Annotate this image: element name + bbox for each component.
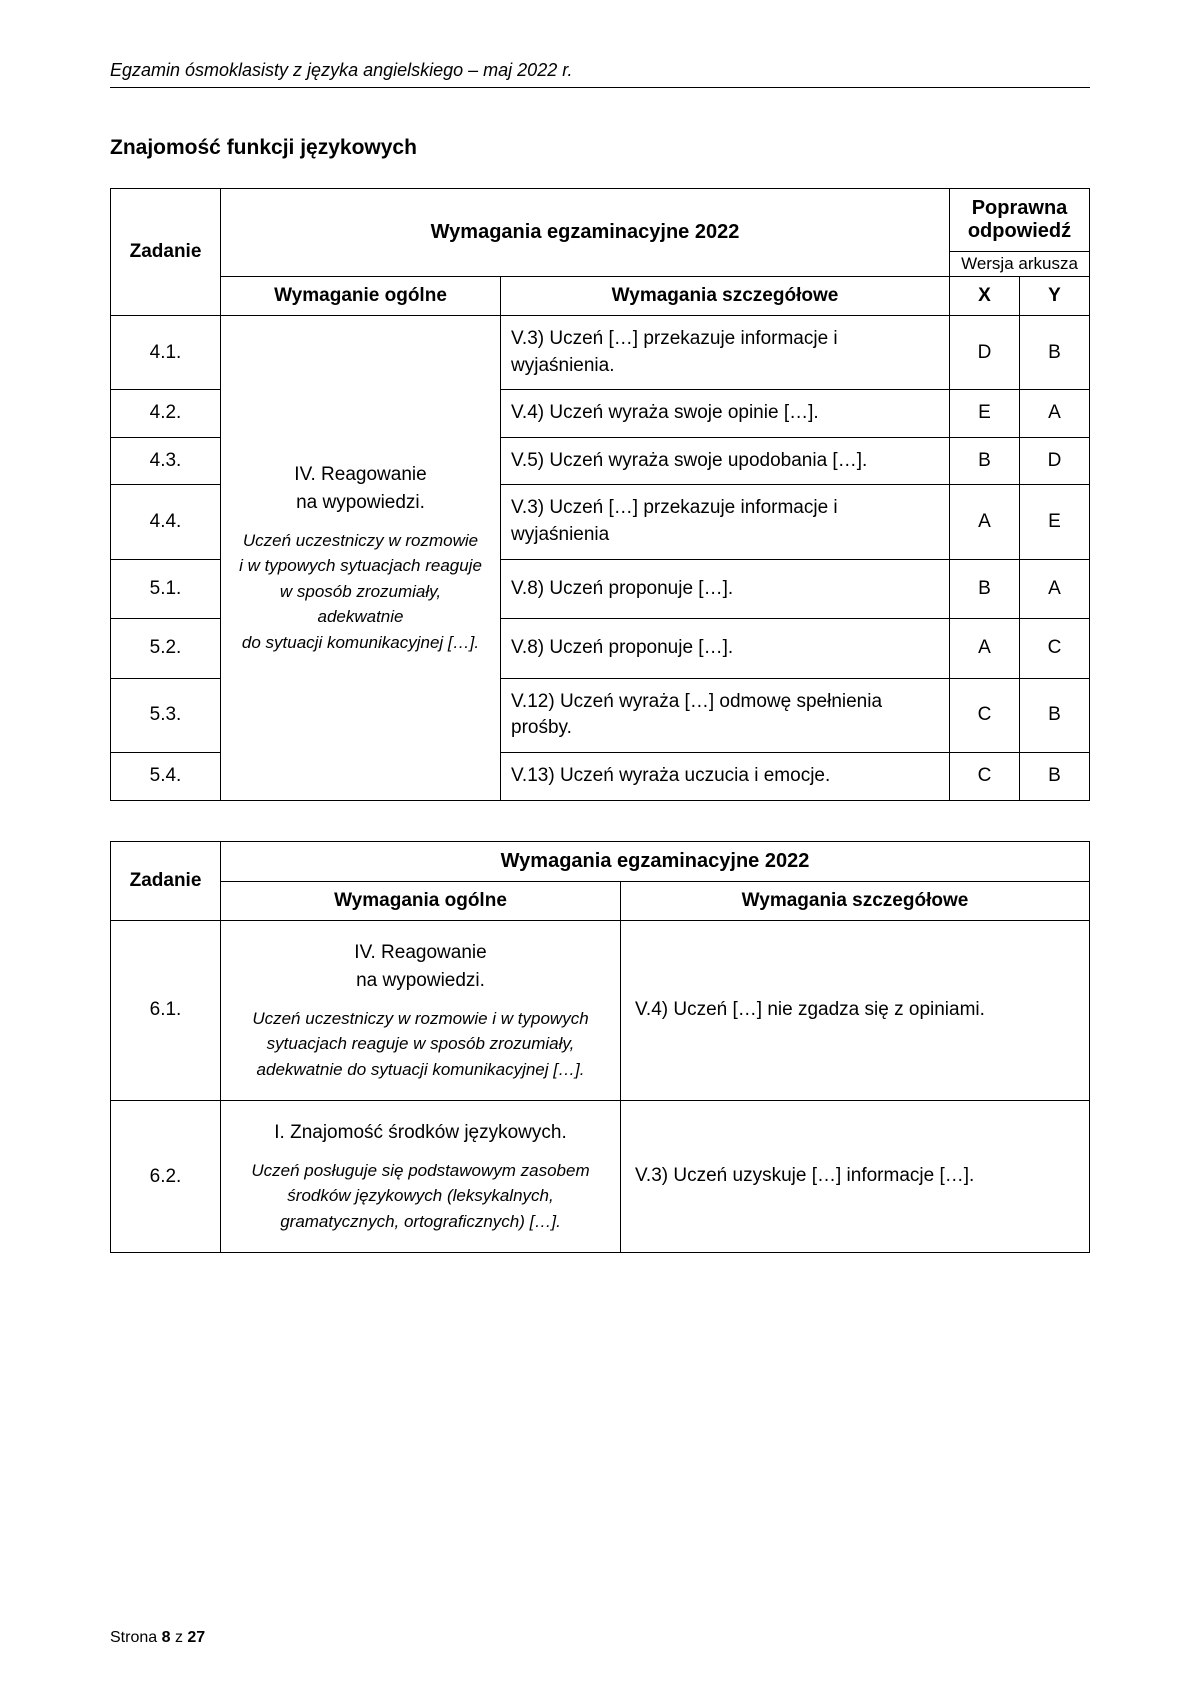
- col-header-x: X: [950, 277, 1020, 316]
- cell-answer-x: A: [950, 485, 1020, 559]
- cell-szczegolowe: V.3) Uczeń […] przekazuje informacje i w…: [501, 316, 950, 390]
- cell-zadanie: 6.2.: [111, 1101, 221, 1253]
- col-header-wymagania: Wymagania egzaminacyjne 2022: [221, 189, 950, 277]
- cell-answer-y: B: [1020, 316, 1090, 390]
- col-header-szczegolowe: Wymagania szczegółowe: [501, 277, 950, 316]
- footer-total: 27: [187, 1629, 205, 1646]
- cell-zadanie: 5.1.: [111, 559, 221, 619]
- page-header: Egzamin ósmoklasisty z języka angielskie…: [110, 60, 1090, 88]
- col-header-poprawna: Poprawna odpowiedź: [950, 189, 1090, 252]
- cell-zadanie: 4.4.: [111, 485, 221, 559]
- table-row: 6.2. I. Znajomość środków językowych. Uc…: [111, 1101, 1090, 1253]
- col-header-wersja: Wersja arkusza: [950, 252, 1090, 277]
- cell-answer-y: C: [1020, 619, 1090, 679]
- cell-szczegolowe: V.8) Uczeń proponuje […].: [501, 619, 950, 679]
- cell-answer-y: D: [1020, 437, 1090, 485]
- ogolne-main-line: na wypowiedzi.: [296, 492, 425, 513]
- col-header-ogolne: Wymagania ogólne: [221, 881, 621, 920]
- cell-szczegolowe: V.4) Uczeń wyraża swoje opinie […].: [501, 390, 950, 438]
- cell-answer-y: E: [1020, 485, 1090, 559]
- col-header-szczegolowe: Wymagania szczegółowe: [621, 881, 1090, 920]
- cell-answer-x: E: [950, 390, 1020, 438]
- cell-zadanie: 5.3.: [111, 678, 221, 752]
- cell-answer-x: D: [950, 316, 1020, 390]
- ogolne-sub-line: do sytuacji komunikacyjnej […].: [242, 633, 479, 652]
- col-header-zadanie: Zadanie: [111, 841, 221, 920]
- cell-szczegolowe: V.13) Uczeń wyraża uczucia i emocje.: [501, 752, 950, 800]
- ogolne-main-line: na wypowiedzi.: [356, 970, 485, 991]
- footer-strona: Strona: [110, 1629, 162, 1646]
- cell-answer-y: B: [1020, 678, 1090, 752]
- cell-szczegolowe: V.8) Uczeń proponuje […].: [501, 559, 950, 619]
- ogolne-sub-line: w sposób zrozumiały,: [280, 582, 441, 601]
- ogolne-sub-line: sytuacjach reaguje w sposób zrozumiały,: [267, 1034, 575, 1053]
- cell-answer-x: B: [950, 437, 1020, 485]
- ogolne-sub-line: adekwatnie do sytuacji komunikacyjnej [……: [257, 1060, 585, 1079]
- cell-answer-y: A: [1020, 559, 1090, 619]
- ogolne-sub-line: Uczeń uczestniczy w rozmowie: [243, 531, 478, 550]
- col-header-y: Y: [1020, 277, 1090, 316]
- ogolne-main-line: IV. Reagowanie: [294, 464, 426, 485]
- ogolne-sub-line: i w typowych sytuacjach reaguje: [239, 556, 482, 575]
- section-title: Znajomość funkcji językowych: [110, 136, 1090, 160]
- cell-zadanie: 5.2.: [111, 619, 221, 679]
- cell-szczegolowe: V.4) Uczeń […] nie zgadza się z opiniami…: [621, 920, 1090, 1101]
- cell-answer-x: A: [950, 619, 1020, 679]
- ogolne-sub-line: gramatycznych, ortograficznych) […].: [280, 1212, 561, 1231]
- cell-szczegolowe: V.3) Uczeń […] przekazuje informacje i w…: [501, 485, 950, 559]
- cell-zadanie: 4.3.: [111, 437, 221, 485]
- cell-szczegolowe: V.12) Uczeń wyraża […] odmowę spełnienia…: [501, 678, 950, 752]
- cell-zadanie: 4.2.: [111, 390, 221, 438]
- footer-page-num: 8: [162, 1629, 171, 1646]
- col-header-ogolne: Wymaganie ogólne: [221, 277, 501, 316]
- cell-ogolne: I. Znajomość środków językowych. Uczeń p…: [221, 1101, 621, 1253]
- cell-zadanie: 6.1.: [111, 920, 221, 1101]
- cell-answer-y: B: [1020, 752, 1090, 800]
- cell-answer-y: A: [1020, 390, 1090, 438]
- table-row: 6.1. IV. Reagowanie na wypowiedzi. Uczeń…: [111, 920, 1090, 1101]
- cell-szczegolowe: V.5) Uczeń wyraża swoje upodobania […].: [501, 437, 950, 485]
- ogolne-sub-line: adekwatnie: [317, 607, 403, 626]
- requirements-table-1: Zadanie Wymagania egzaminacyjne 2022 Pop…: [110, 188, 1090, 801]
- ogolne-sub-line: środków językowych (leksykalnych,: [287, 1186, 553, 1205]
- col-header-wymagania: Wymagania egzaminacyjne 2022: [221, 841, 1090, 881]
- ogolne-sub-line: Uczeń uczestniczy w rozmowie i w typowyc…: [252, 1009, 588, 1028]
- cell-answer-x: B: [950, 559, 1020, 619]
- ogolne-sub-line: Uczeń posługuje się podstawowym zasobem: [251, 1161, 589, 1180]
- cell-zadanie: 5.4.: [111, 752, 221, 800]
- footer-z: z: [171, 1629, 188, 1646]
- table-row: 4.1. IV. Reagowanie na wypowiedzi. Uczeń…: [111, 316, 1090, 390]
- cell-zadanie: 4.1.: [111, 316, 221, 390]
- ogolne-main-line: I. Znajomość środków językowych.: [274, 1122, 567, 1143]
- cell-ogolne: IV. Reagowanie na wypowiedzi. Uczeń ucze…: [221, 920, 621, 1101]
- cell-ogolne: IV. Reagowanie na wypowiedzi. Uczeń ucze…: [221, 316, 501, 801]
- cell-szczegolowe: V.3) Uczeń uzyskuje […] informacje […].: [621, 1101, 1090, 1253]
- page-footer: Strona 8 z 27: [110, 1629, 205, 1647]
- cell-answer-x: C: [950, 678, 1020, 752]
- requirements-table-2: Zadanie Wymagania egzaminacyjne 2022 Wym…: [110, 841, 1090, 1254]
- col-header-zadanie: Zadanie: [111, 189, 221, 316]
- cell-answer-x: C: [950, 752, 1020, 800]
- ogolne-main-line: IV. Reagowanie: [354, 942, 486, 963]
